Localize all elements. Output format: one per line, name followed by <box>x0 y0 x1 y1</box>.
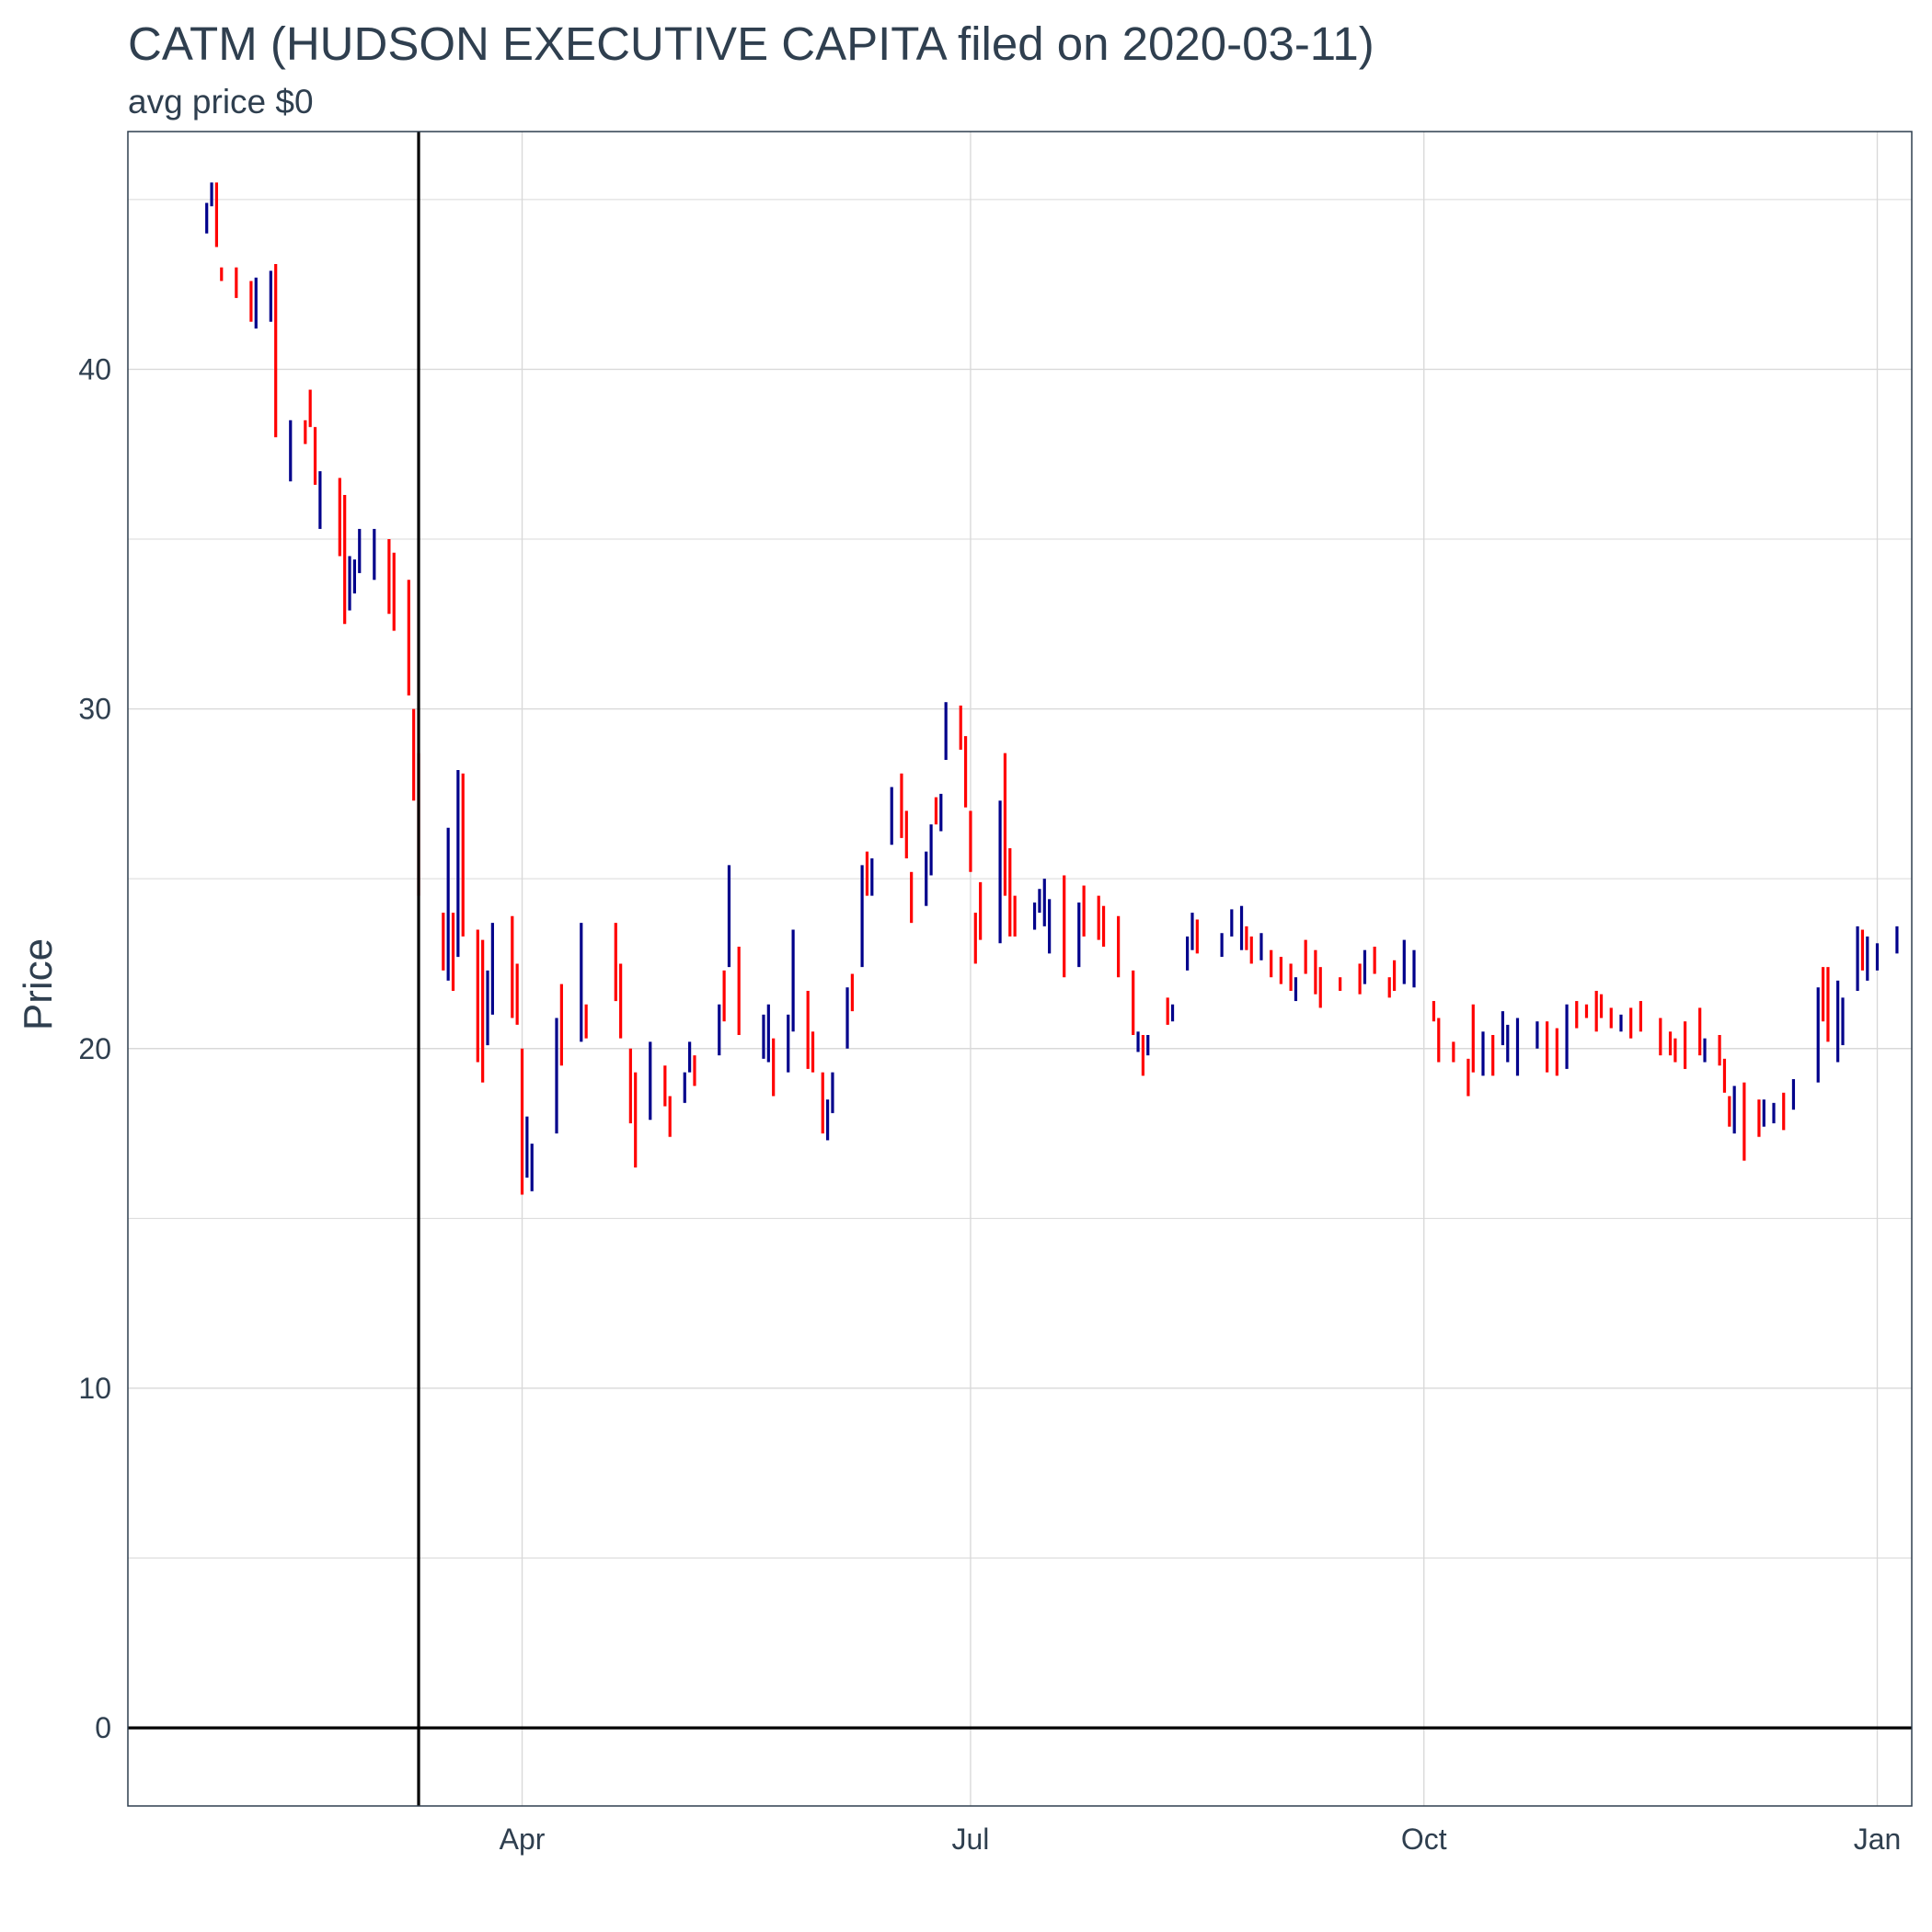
y-axis-title: Price <box>16 938 61 1030</box>
x-tick-label: Apr <box>500 1823 546 1856</box>
y-tick-label: 0 <box>95 1711 111 1744</box>
y-tick-label: 10 <box>78 1372 111 1405</box>
price-bars <box>205 182 1899 1195</box>
y-tick-label: 30 <box>78 693 111 726</box>
x-tick-label: Jan <box>1854 1823 1902 1856</box>
y-axis-ticks: 0 10 20 30 40 <box>78 352 111 1744</box>
x-tick-label: Oct <box>1401 1823 1447 1856</box>
y-tick-label: 20 <box>78 1032 111 1065</box>
reference-lines <box>128 132 1912 1806</box>
chart-title: CATM (HUDSON EXECUTIVE CAPITA filed on 2… <box>128 17 1374 70</box>
y-tick-label: 40 <box>78 352 111 385</box>
x-axis-ticks: Apr Jul Oct Jan <box>500 1823 1902 1856</box>
plot-frame <box>127 131 1913 1807</box>
chart-subtitle: avg price $0 <box>128 83 314 121</box>
x-tick-label: Jul <box>951 1823 989 1856</box>
grid-layer <box>128 132 1912 1806</box>
